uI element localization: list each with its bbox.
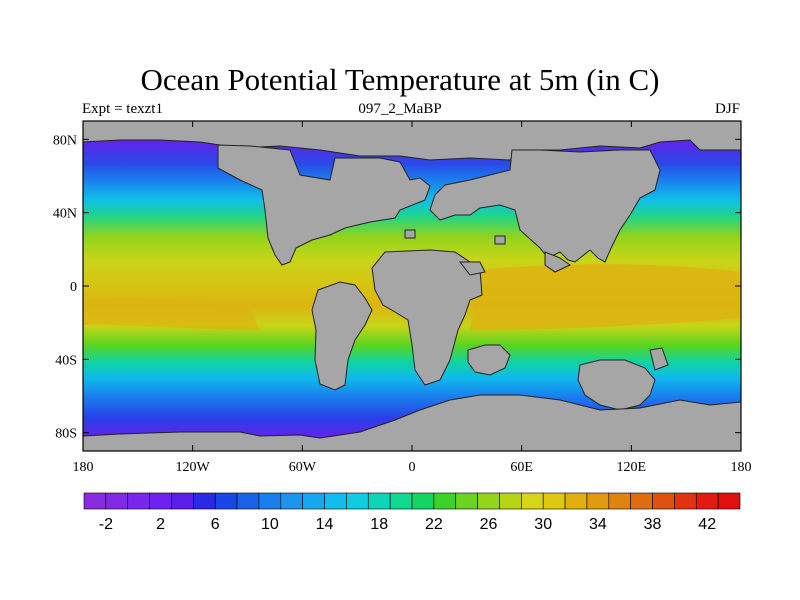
colorbar-swatch (367, 492, 391, 510)
colorbar-label: 38 (644, 516, 662, 533)
colorbar-label: 30 (534, 516, 552, 533)
colorbar-label: 14 (316, 516, 334, 533)
colorbar-swatch (477, 492, 500, 510)
colorbar-swatch (280, 492, 303, 510)
colorbar-label: 42 (698, 516, 716, 533)
colorbar-label: 2 (156, 516, 165, 533)
colorbar: -2 2 6 10 14 18 22 26 30 34 38 42 (83, 492, 741, 533)
time-label: 097_2_MaBP (358, 101, 442, 117)
colorbar-swatch (389, 492, 413, 510)
colorbar-swatch (83, 492, 107, 510)
colorbar-swatch (630, 492, 653, 510)
land-arctic-west (82, 120, 742, 161)
land-madagascar (467, 344, 511, 376)
land-masses (82, 120, 742, 452)
land-arabia (458, 261, 486, 276)
colorbar-label: 22 (425, 516, 443, 533)
colorbar-swatch (258, 492, 282, 510)
land-island (494, 235, 506, 245)
colorbar-swatch (608, 492, 631, 510)
x-axis: 180 120W 60W 0 60E 120E 180 (73, 121, 752, 475)
colorbar-swatch (674, 492, 697, 510)
colorbar-swatch (433, 492, 457, 510)
land-antarctica (82, 394, 742, 452)
experiment-label: Expt = texzt1 (82, 101, 163, 117)
land-eurasia (429, 149, 661, 263)
colorbar-swatch (542, 492, 566, 510)
colorbar-swatch (346, 492, 369, 510)
colorbar-label: 26 (480, 516, 498, 533)
colorbar-label: -2 (99, 516, 113, 533)
season-label: DJF (714, 101, 740, 117)
ocean-warm-band (83, 298, 260, 330)
colorbar-swatch (455, 492, 478, 510)
colorbar-label: 34 (589, 516, 607, 533)
land-new-zealand (649, 347, 669, 371)
colorbar-swatch (521, 492, 544, 510)
colorbar-swatch (499, 492, 522, 510)
x-tick-label: 120E (617, 460, 647, 475)
colorbar-swatch (149, 492, 172, 510)
colorbar-label: 6 (211, 516, 220, 533)
colorbar-swatch (193, 492, 216, 510)
colorbar-swatch (695, 492, 719, 510)
colorbar-swatch (411, 492, 435, 510)
y-tick-label: 40S (55, 353, 77, 368)
colorbar-swatch (652, 492, 675, 510)
land-india (544, 251, 571, 273)
y-tick-label: 80N (53, 133, 77, 148)
land-north-america (217, 144, 431, 266)
colorbar-swatch (214, 492, 238, 510)
x-tick-label: 60E (510, 460, 533, 475)
chart-title: Ocean Potential Temperature at 5m (in C) (140, 62, 660, 97)
land-island (404, 229, 416, 239)
land-australia (577, 359, 656, 411)
x-tick-label: 180 (731, 460, 752, 475)
colorbar-swatch (171, 492, 194, 510)
land-south-america (311, 281, 373, 391)
colorbar-label: 18 (370, 516, 388, 533)
colorbar-swatch (105, 492, 129, 510)
y-tick-label: 0 (70, 280, 77, 295)
colorbar-swatch (324, 492, 347, 510)
y-axis: 80N 40N 0 40S 80S (53, 133, 741, 442)
x-tick-label: 120W (176, 460, 211, 475)
colorbar-swatch (127, 492, 150, 510)
colorbar-label: 10 (261, 516, 279, 533)
colorbar-swatch (564, 492, 588, 510)
colorbar-swatch (717, 492, 741, 510)
colorbar-swatch (302, 492, 325, 510)
colorbar-swatch (586, 492, 610, 510)
y-tick-label: 40N (53, 207, 77, 222)
x-tick-label: 0 (409, 460, 416, 475)
x-tick-label: 60W (289, 460, 317, 475)
y-tick-label: 80S (55, 427, 77, 442)
x-tick-label: 180 (73, 460, 94, 475)
ocean-warm-band (470, 264, 741, 330)
colorbar-swatch (236, 492, 260, 510)
